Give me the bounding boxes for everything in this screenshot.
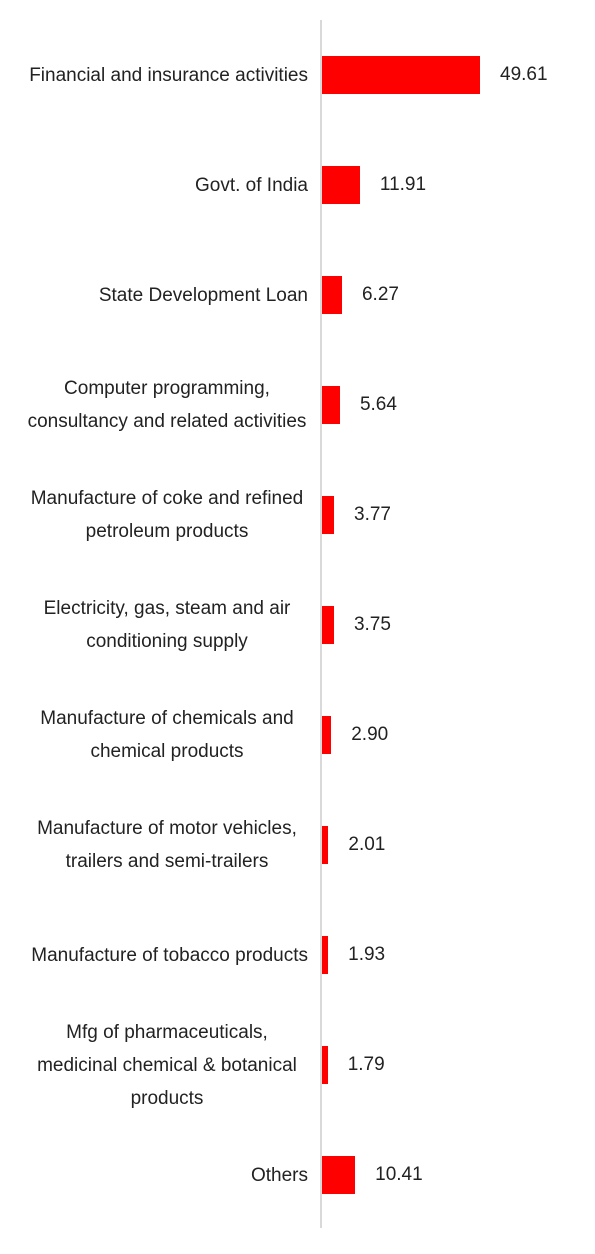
category-label: Mfg of pharmaceuticals, medicinal chemic… [37,1021,297,1109]
value-label: 49.61 [500,64,548,85]
bar [322,496,334,534]
category-label: Manufacture of coke and refined petroleu… [30,488,304,542]
category-label-box: Govt. of India [18,130,308,240]
category-label-box: Manufacture of motor vehicles, trailers … [18,790,308,900]
category-label-box: Financial and insurance activities [18,20,308,130]
category-label-box: State Development Loan [18,240,308,350]
category-label-box: Others [18,1120,308,1230]
bar [322,606,334,644]
category-label: Govt. of India [194,174,308,196]
value-label: 10.41 [375,1164,423,1185]
bar [322,936,329,974]
category-label-box: Electricity, gas, steam and air conditio… [18,570,308,680]
bar [322,166,360,204]
category-label: Manufacture of chemicals and chemical pr… [40,708,294,762]
category-label: Manufacture of tobacco products [31,944,308,966]
bar [322,1046,328,1084]
value-label: 1.79 [347,1054,385,1075]
category-label: Others [250,1164,308,1186]
value-label: 6.27 [361,284,399,305]
value-label: 11.91 [379,174,427,195]
category-label: Computer programming, consultancy and re… [27,378,307,432]
category-label-box: Computer programming, consultancy and re… [18,350,308,460]
value-label: 1.93 [348,944,386,965]
bar [322,826,329,864]
bar [322,56,480,94]
category-label-box: Manufacture of coke and refined petroleu… [18,460,308,570]
value-label: 2.90 [351,724,389,745]
value-label: 2.01 [348,834,386,855]
bar [322,1156,356,1194]
category-label-box: Manufacture of chemicals and chemical pr… [18,680,308,790]
bar [322,386,340,424]
bar [322,276,342,314]
category-label: Financial and insurance activities [29,64,308,86]
category-label-box: Manufacture of tobacco products [18,900,308,1010]
category-label-box: Mfg of pharmaceuticals, medicinal chemic… [18,1010,308,1120]
value-label: 3.75 [353,614,391,635]
value-label: 3.77 [354,504,391,525]
category-label: Manufacture of motor vehicles, trailers … [37,818,297,872]
category-label: Electricity, gas, steam and air conditio… [43,598,291,652]
bar [322,716,332,754]
category-label: State Development Loan [98,284,308,306]
value-label: 5.64 [359,394,397,415]
axis-line [320,20,322,1228]
